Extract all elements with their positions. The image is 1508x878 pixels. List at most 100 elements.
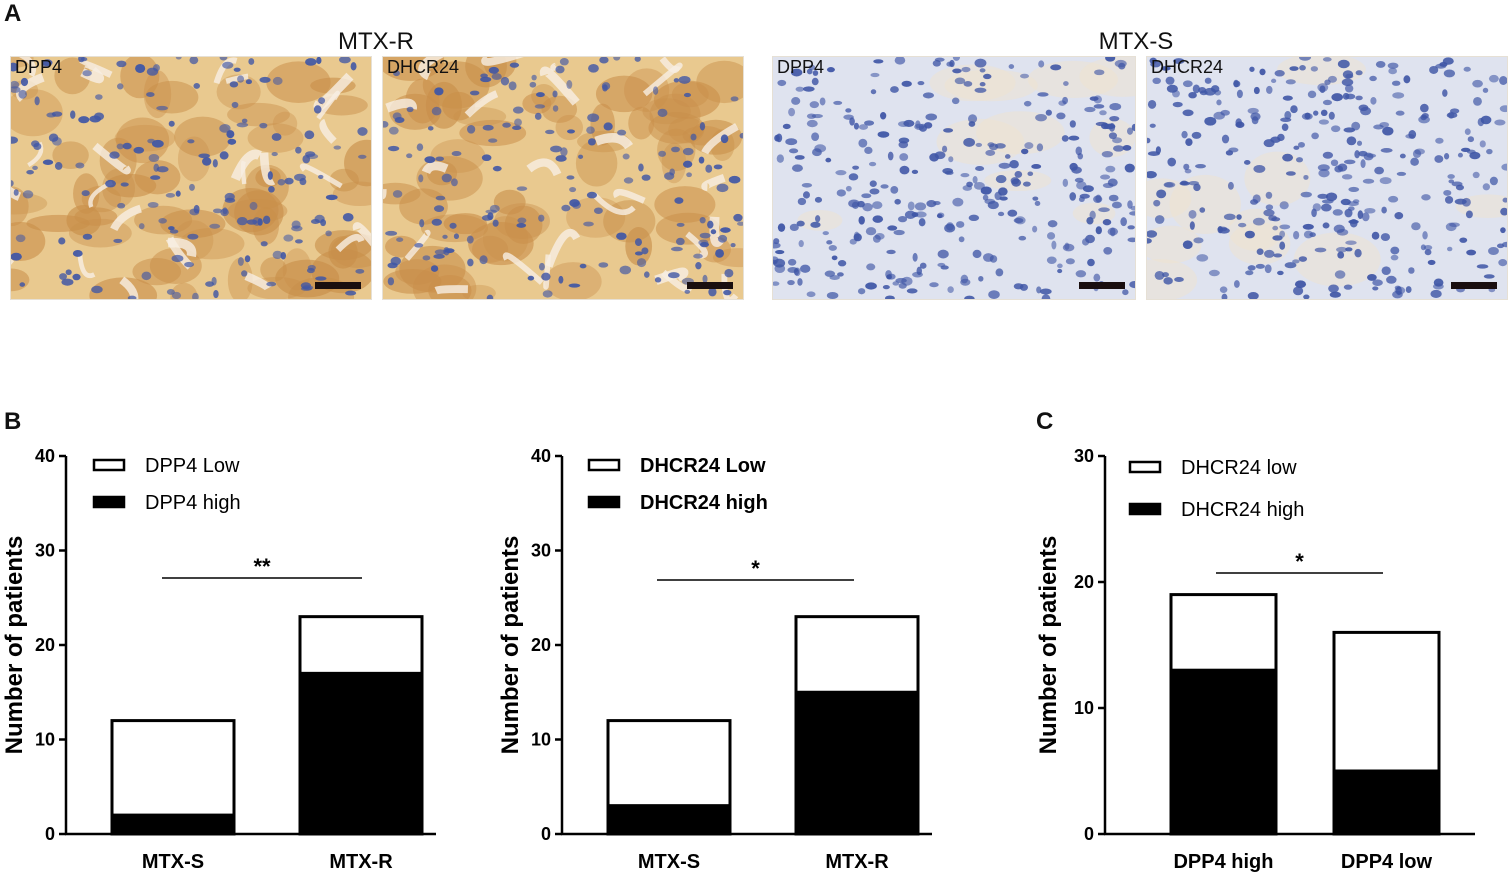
nucleus: [1069, 162, 1078, 171]
nucleus: [652, 86, 659, 95]
nucleus: [158, 218, 167, 224]
stroma-fiber: [659, 57, 681, 73]
nucleus: [13, 189, 19, 196]
nucleus: [184, 261, 195, 268]
nucleus: [619, 265, 632, 275]
nucleus: [1167, 157, 1177, 167]
nucleus: [869, 180, 877, 188]
nucleus: [1189, 221, 1195, 230]
nucleus: [1399, 153, 1406, 159]
nucleus: [481, 154, 492, 162]
nucleus: [482, 124, 494, 131]
nucleus: [19, 282, 26, 287]
nucleus: [890, 185, 899, 194]
nucleus: [1264, 264, 1272, 274]
nucleus: [198, 153, 210, 159]
nucleus: [192, 292, 199, 299]
stroma-fiber: [701, 173, 726, 192]
nucleus: [1108, 194, 1119, 202]
nucleus: [406, 106, 414, 113]
nucleus: [828, 244, 837, 251]
nucleus: [1443, 153, 1450, 160]
nucleus: [1465, 210, 1473, 219]
nucleus: [658, 150, 667, 157]
stained-cell: [11, 192, 48, 215]
nucleus: [898, 141, 909, 149]
nucleus: [715, 249, 724, 258]
nucleus: [894, 57, 906, 65]
y-tick-label: 20: [531, 635, 551, 655]
nucleus: [1192, 84, 1200, 94]
nucleus: [1435, 137, 1444, 144]
nucleus: [1337, 251, 1345, 259]
nucleus: [416, 143, 424, 151]
nucleus: [1112, 145, 1125, 152]
nucleus: [492, 165, 502, 172]
stained-cell: [628, 106, 655, 140]
micrograph-mtx-r-dhcr24: DHCR24: [382, 56, 744, 300]
nucleus: [723, 289, 732, 296]
nucleus: [61, 278, 74, 286]
nucleus: [1036, 286, 1042, 294]
nucleus: [550, 145, 563, 153]
stroma-fiber: [300, 163, 343, 189]
nucleus: [305, 58, 317, 66]
bar-segment-dhcr24-low: [1169, 593, 1278, 672]
nucleus: [209, 223, 221, 229]
nucleus: [267, 171, 273, 180]
stained-cell: [120, 57, 160, 99]
nucleus: [1430, 289, 1442, 299]
nucleus: [1243, 160, 1251, 165]
nucleus: [418, 174, 424, 183]
nucleus: [579, 263, 587, 269]
stroma-fiber: [654, 267, 689, 285]
nucleus: [1107, 178, 1118, 187]
stroma-fiber: [404, 229, 431, 261]
nucleus: [1421, 194, 1431, 201]
nucleus: [674, 197, 684, 204]
legend-swatch: [587, 495, 621, 509]
nucleus: [1483, 274, 1495, 279]
stained-cell: [272, 111, 298, 136]
stroma-fiber: [92, 142, 131, 175]
nucleus: [1263, 139, 1275, 148]
nucleus: [283, 234, 294, 242]
nucleus: [1501, 163, 1507, 171]
nucleus: [774, 264, 786, 274]
nucleus: [814, 196, 823, 203]
nucleus: [901, 80, 912, 87]
nucleus: [806, 291, 816, 298]
nucleus: [1344, 84, 1354, 93]
nucleus: [1182, 240, 1193, 249]
stroma-fiber: [539, 66, 580, 106]
nucleus: [534, 104, 546, 109]
nucleus: [304, 130, 315, 140]
nucleus: [776, 154, 784, 163]
micrograph-label: DPP4: [15, 57, 63, 77]
nucleus: [1411, 222, 1421, 231]
nucleus: [1311, 208, 1317, 218]
bar-segment-dhcr24-low: [1332, 630, 1441, 773]
nucleus: [1107, 227, 1119, 236]
nucleus: [1195, 163, 1206, 169]
nucleus: [1268, 215, 1277, 221]
stained-cell: [54, 57, 91, 95]
nucleus: [226, 130, 235, 139]
nucleus: [1424, 249, 1432, 256]
nucleus: [777, 223, 786, 232]
nucleus: [127, 295, 137, 299]
x-tick-label: DPP4 low: [1341, 851, 1433, 873]
nucleus: [914, 202, 927, 211]
nucleus: [516, 222, 527, 228]
nucleus: [866, 263, 876, 271]
y-tick-label: 20: [35, 635, 55, 655]
nucleus: [1459, 237, 1468, 243]
stroma-fiber: [110, 204, 142, 232]
nucleus: [617, 129, 627, 136]
stained-cell: [245, 164, 289, 209]
nucleus: [1299, 65, 1306, 71]
stroma-fiber: [259, 152, 276, 186]
nucleus: [1394, 286, 1406, 295]
panel-letter-a: A: [4, 0, 22, 27]
nucleus: [638, 163, 644, 172]
